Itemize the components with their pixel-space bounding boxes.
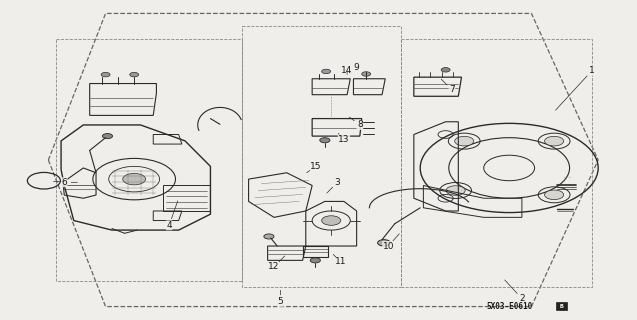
Text: 7: 7 — [449, 85, 455, 94]
Circle shape — [130, 72, 139, 77]
Text: 12: 12 — [268, 262, 280, 271]
Text: B: B — [559, 304, 563, 309]
Text: 9: 9 — [354, 63, 359, 72]
Circle shape — [378, 240, 390, 246]
Text: 5: 5 — [278, 297, 283, 306]
Circle shape — [362, 72, 371, 76]
Text: 8: 8 — [357, 120, 362, 130]
Circle shape — [322, 69, 331, 74]
Text: 13: 13 — [338, 135, 350, 144]
Circle shape — [446, 186, 465, 195]
Text: 6: 6 — [61, 178, 67, 187]
Circle shape — [545, 190, 564, 200]
Circle shape — [545, 136, 564, 146]
Circle shape — [264, 234, 274, 239]
Circle shape — [123, 173, 146, 185]
Text: 14: 14 — [341, 66, 353, 75]
Text: 4: 4 — [166, 221, 172, 230]
Text: 5X03-E0610: 5X03-E0610 — [486, 302, 533, 311]
Text: 10: 10 — [383, 242, 394, 251]
Text: ·  ·: · · — [564, 175, 571, 180]
Text: 3: 3 — [334, 178, 340, 187]
Text: 1: 1 — [589, 66, 595, 75]
Text: 11: 11 — [335, 258, 347, 267]
Text: 2: 2 — [519, 294, 525, 303]
Circle shape — [322, 216, 341, 225]
Circle shape — [310, 258, 320, 263]
FancyBboxPatch shape — [555, 302, 567, 310]
Circle shape — [320, 138, 330, 143]
Circle shape — [103, 133, 113, 139]
Text: 15: 15 — [310, 162, 321, 171]
Circle shape — [455, 136, 474, 146]
Circle shape — [101, 72, 110, 77]
Circle shape — [441, 68, 450, 72]
